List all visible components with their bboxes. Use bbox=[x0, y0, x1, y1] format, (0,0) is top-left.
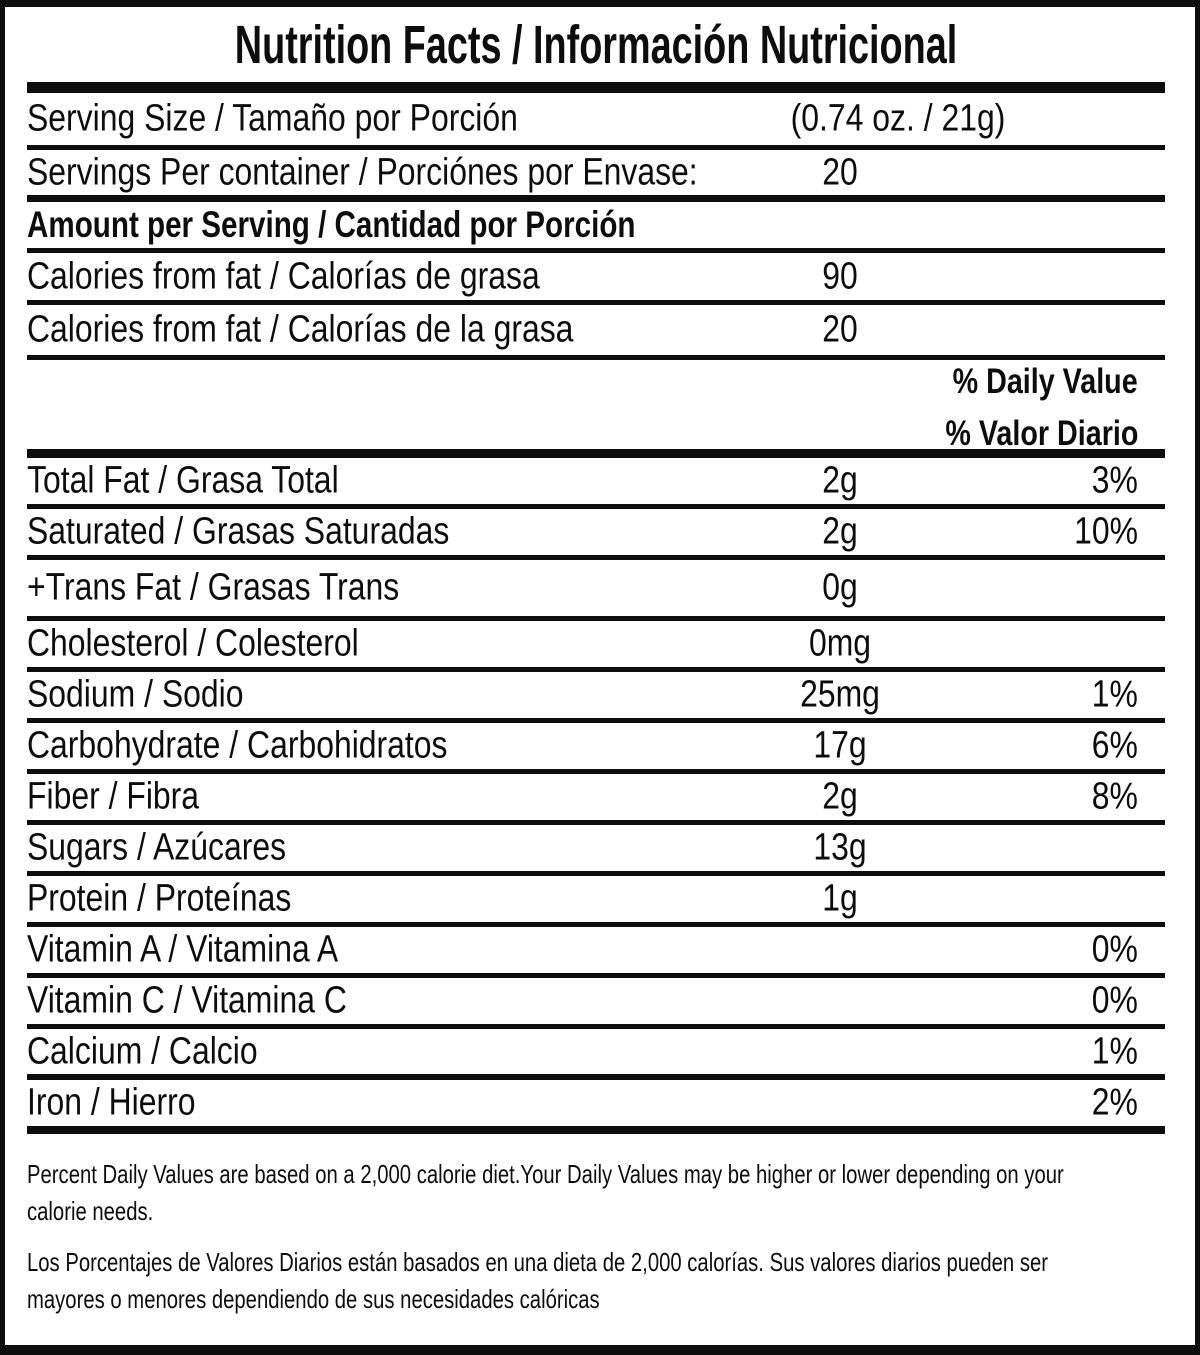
daily-value-header-block: % Daily Value % Valor Diario bbox=[27, 360, 1165, 458]
title-divider-bar bbox=[27, 82, 1165, 93]
nutrient-amount: 2g bbox=[822, 459, 858, 502]
nutrient-label: Vitamin C / Vitamina C bbox=[27, 979, 347, 1022]
footnote-es-line: mayores o menores dependiendo de sus nec… bbox=[27, 1284, 600, 1314]
footnote-en-line: Percent Daily Values are based on a 2,00… bbox=[27, 1159, 1064, 1189]
nutrient-amount: 2g bbox=[822, 510, 858, 553]
serving-size-row: Serving Size / Tamaño por Porción (0.74 … bbox=[27, 93, 1165, 150]
nutrient-amount: 0g bbox=[822, 566, 858, 609]
amount-per-serving-heading-row: Amount per Serving / Cantidad por Porció… bbox=[27, 202, 1165, 253]
nutrient-daily-value: 6% bbox=[1091, 724, 1138, 767]
footnote-en-line: calorie needs. bbox=[27, 1196, 154, 1226]
nutrient-row-calcium: Calcium / Calcio 1% bbox=[27, 1029, 1165, 1080]
nutrient-amount: 0mg bbox=[808, 622, 872, 665]
nutrient-daily-value: 0% bbox=[1091, 979, 1138, 1022]
calories-row: Calories from fat / Calorías de la grasa… bbox=[27, 305, 1165, 360]
nutrient-label: Iron / Hierro bbox=[27, 1081, 196, 1124]
calories-row-label: Calories from fat / Calorías de grasa bbox=[27, 255, 540, 297]
nutrient-label: Protein / Proteínas bbox=[27, 877, 292, 920]
nutrient-label: +Trans Fat / Grasas Trans bbox=[27, 566, 400, 609]
nutrient-label: Fiber / Fibra bbox=[27, 775, 200, 818]
nutrient-row-vitamin-a: Vitamin A / Vitamina A 0% bbox=[27, 927, 1165, 978]
footnote-paragraph-gap bbox=[27, 1230, 1165, 1244]
nutrient-row-sodium: Sodium / Sodio 25mg 1% bbox=[27, 672, 1165, 723]
nutrient-label: Calcium / Calcio bbox=[27, 1030, 258, 1072]
nutrient-label: Total Fat / Grasa Total bbox=[27, 459, 339, 502]
serving-size-value: (0.74 oz. / 21g) bbox=[790, 97, 1006, 140]
nutrient-row-protein: Protein / Proteínas 1g bbox=[27, 876, 1165, 927]
nutrient-label: Vitamin A / Vitamina A bbox=[27, 928, 339, 971]
nutrient-amount: 25mg bbox=[800, 673, 880, 716]
nutrient-row-fiber: Fiber / Fibra 2g 8% bbox=[27, 774, 1165, 825]
nutrient-label: Sugars / Azúcares bbox=[27, 826, 287, 869]
nutrient-row-cholesterol: Cholesterol / Colesterol 0mg bbox=[27, 621, 1165, 672]
nutrient-row-saturated-fat: Saturated / Grasas Saturadas 2g 10% bbox=[27, 509, 1165, 560]
footnote-es-line: Los Porcentajes de Valores Diarios están… bbox=[27, 1247, 1049, 1277]
nutrient-amount: 1g bbox=[822, 877, 858, 920]
servings-per-container-label: Servings Per container / Porciónes por E… bbox=[27, 151, 698, 193]
nutrient-row-carbohydrate: Carbohydrate / Carbohidratos 17g 6% bbox=[27, 723, 1165, 774]
amount-per-serving-heading: Amount per Serving / Cantidad por Porció… bbox=[27, 204, 636, 245]
nutrient-label: Sodium / Sodio bbox=[27, 673, 244, 716]
nutrient-daily-value: 8% bbox=[1091, 775, 1138, 818]
nutrient-amount: 2g bbox=[822, 775, 858, 818]
nutrient-daily-value: 1% bbox=[1091, 673, 1138, 716]
page-title: Nutrition Facts / Información Nutriciona… bbox=[234, 14, 958, 75]
nutrient-daily-value: 2% bbox=[1091, 1081, 1138, 1124]
calories-row-value: 90 bbox=[822, 255, 858, 297]
calories-row-label: Calories from fat / Calorías de la grasa bbox=[27, 308, 574, 351]
nutrient-row-total-fat: Total Fat / Grasa Total 2g 3% bbox=[27, 458, 1165, 509]
nutrient-label: Cholesterol / Colesterol bbox=[27, 622, 359, 665]
servings-per-container-row: Servings Per container / Porciónes por E… bbox=[27, 150, 1165, 202]
nutrient-daily-value: 3% bbox=[1091, 459, 1138, 502]
servings-per-container-value: 20 bbox=[822, 151, 858, 193]
footnotes: Percent Daily Values are based on a 2,00… bbox=[27, 1156, 1165, 1318]
label-header: Nutrition Facts / Información Nutriciona… bbox=[27, 7, 1165, 82]
nutrient-label: Carbohydrate / Carbohidratos bbox=[27, 724, 448, 767]
nutrient-daily-value: 1% bbox=[1091, 1030, 1138, 1072]
nutrient-row-vitamin-c: Vitamin C / Vitamina C 0% bbox=[27, 978, 1165, 1029]
nutrient-amount: 13g bbox=[813, 826, 867, 869]
nutrient-daily-value: 0% bbox=[1091, 928, 1138, 971]
nutrient-row-trans-fat: +Trans Fat / Grasas Trans 0g bbox=[27, 560, 1165, 621]
daily-value-header-en: % Daily Value bbox=[952, 361, 1138, 401]
nutrient-amount: 17g bbox=[813, 724, 867, 767]
calories-row: Calories from fat / Calorías de grasa 90 bbox=[27, 253, 1165, 305]
nutrient-daily-value: 10% bbox=[1074, 510, 1138, 553]
calories-row-value: 20 bbox=[822, 308, 858, 351]
nutrient-row-sugars: Sugars / Azúcares 13g bbox=[27, 825, 1165, 876]
serving-size-label: Serving Size / Tamaño por Porción bbox=[27, 97, 518, 140]
nutrient-row-iron: Iron / Hierro 2% bbox=[27, 1080, 1165, 1134]
nutrient-label: Saturated / Grasas Saturadas bbox=[27, 510, 450, 553]
daily-value-header-es: % Valor Diario bbox=[944, 413, 1138, 453]
